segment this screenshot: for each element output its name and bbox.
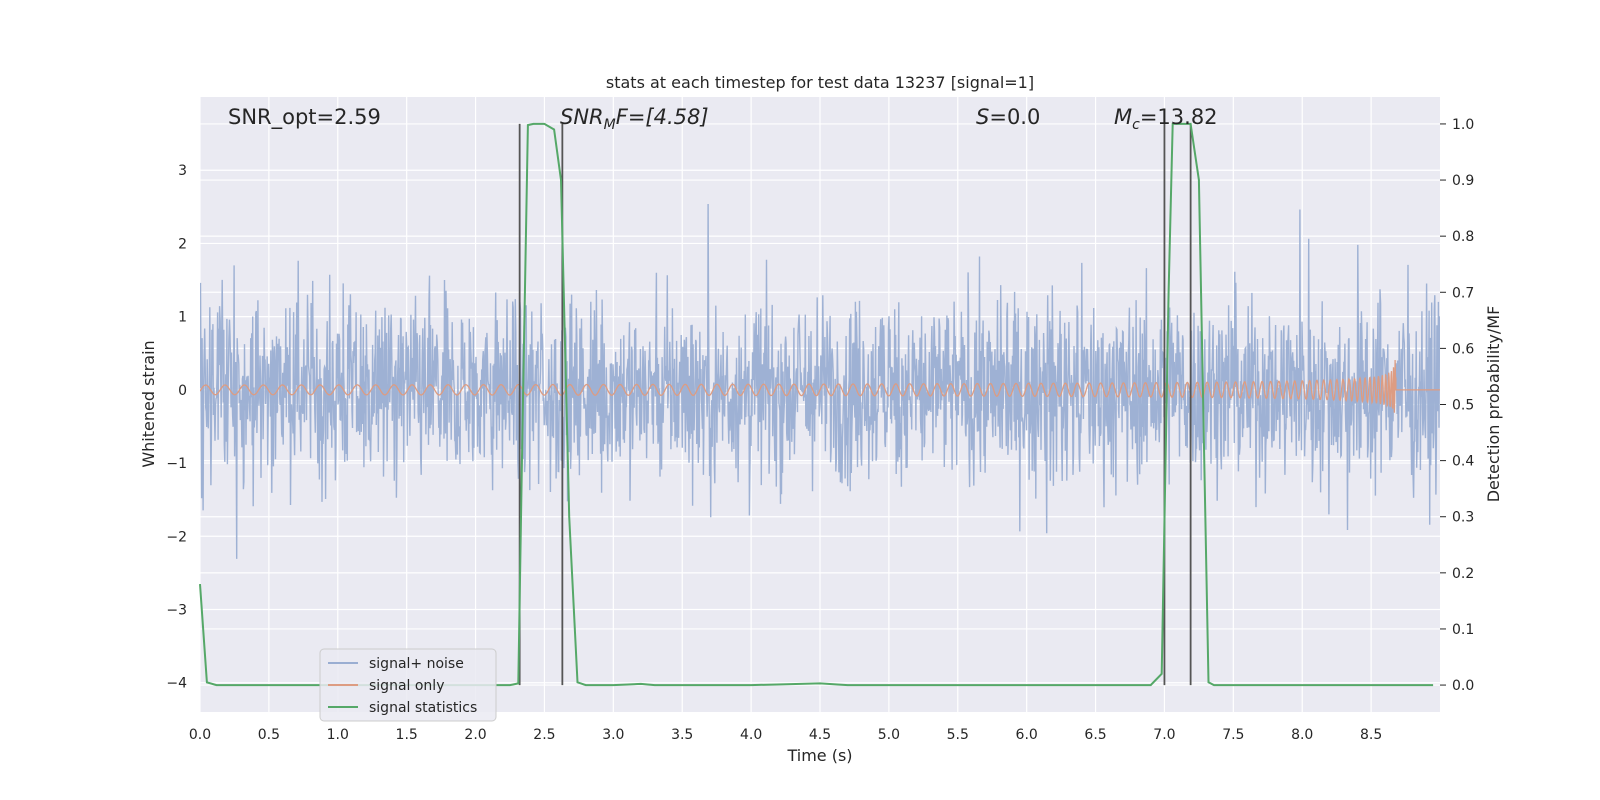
x-axis-label: Time (s) (786, 746, 852, 765)
grid (199, 97, 1440, 712)
y2-tick-label: 0.7 (1452, 285, 1474, 301)
y2-tick-label: 0.1 (1452, 622, 1474, 638)
x-tick-label: 0.5 (258, 727, 280, 743)
annotation-mc-sub: c (1132, 117, 1140, 133)
y-tick-label: −4 (166, 676, 187, 692)
legend-label-signal-statistics: signal statistics (369, 700, 477, 716)
y-axis-label: Whitened strain (139, 340, 158, 467)
x-tick-label: 1.0 (327, 727, 349, 743)
x-tick-label: 7.0 (1153, 727, 1175, 743)
annotation-mc-main: M (1114, 105, 1132, 129)
x-tick-label: 3.0 (602, 727, 624, 743)
y-tick-label: −1 (166, 456, 187, 472)
annotation-mc-rest: =13.82 (1140, 105, 1218, 129)
annotation-s-main: S (976, 105, 989, 129)
y-tick-label: 0 (178, 383, 187, 399)
annotation-snr-mf-sub: M (604, 117, 616, 133)
x-tick-label: 4.5 (809, 727, 831, 743)
legend-label-signal-only: signal only (369, 678, 444, 694)
legend: signal+ noise signal only signal statist… (319, 648, 497, 722)
chart-title: stats at each timestep for test data 132… (606, 73, 1034, 92)
y2-ticks: 1.0 0.9 0.8 0.7 0.6 0.5 0.4 0.3 0.2 0.1 0.0 (1440, 117, 1474, 694)
x-tick-label: 3.5 (671, 727, 693, 743)
x-tick-label: 6.0 (1016, 727, 1038, 743)
y-tick-label: −3 (166, 603, 187, 619)
legend-label-signal-noise: signal+ noise (369, 656, 464, 672)
annotation-s-rest: =0.0 (989, 105, 1040, 129)
y2-tick-label: 0.3 (1452, 510, 1474, 526)
y2-tick-label: 0.8 (1452, 229, 1474, 245)
y2-tick-label: 0.4 (1452, 454, 1474, 470)
y-tick-label: 2 (178, 236, 187, 252)
x-tick-label: 6.5 (1084, 727, 1106, 743)
annotation-mc: Mc=13.82 (1114, 105, 1218, 133)
y2-tick-label: 0.0 (1452, 678, 1474, 694)
x-tick-label: 2.5 (533, 727, 555, 743)
x-tick-label: 4.0 (740, 727, 762, 743)
series-signal-only (200, 359, 1440, 413)
y2-tick-label: 0.6 (1452, 341, 1474, 357)
y-ticks: 3 2 1 0 −1 −2 −3 −4 (166, 163, 187, 692)
y-tick-label: 3 (178, 163, 187, 179)
x-tick-label: 8.0 (1291, 727, 1313, 743)
legend-frame (319, 648, 497, 722)
x-ticks: 0.0 0.5 1.0 1.5 2.0 2.5 3.0 3.5 4.0 4.5 5.0 5.5 6.0 6… (189, 727, 1382, 743)
annotation-s: S=0.0 (976, 105, 1040, 129)
x-tick-label: 0.0 (189, 727, 211, 743)
annotation-snr-mf: SNRMF=[4.58] (560, 105, 709, 133)
y2-tick-label: 0.9 (1452, 173, 1474, 189)
x-tick-label: 1.5 (396, 727, 418, 743)
x-tick-label: 5.0 (878, 727, 900, 743)
y-tick-label: 1 (178, 310, 187, 326)
y2-tick-label: 0.5 (1452, 398, 1474, 414)
y2-tick-label: 0.2 (1452, 566, 1474, 582)
x-tick-label: 2.0 (464, 727, 486, 743)
annotation-snr-mf-main: SNR (560, 105, 604, 129)
x-tick-label: 8.5 (1360, 727, 1382, 743)
annotation-snr-mf-rest: F=[4.58] (616, 105, 709, 129)
y2-axis-label: Detection probability/MF (1484, 306, 1503, 503)
annotation-snr-opt: SNR_opt=2.59 (228, 105, 381, 130)
x-tick-label: 5.5 (947, 727, 969, 743)
y2-tick-label: 1.0 (1452, 117, 1474, 133)
y-tick-label: −2 (166, 529, 187, 545)
signal-only-line (200, 359, 1440, 413)
x-tick-label: 7.5 (1222, 727, 1244, 743)
